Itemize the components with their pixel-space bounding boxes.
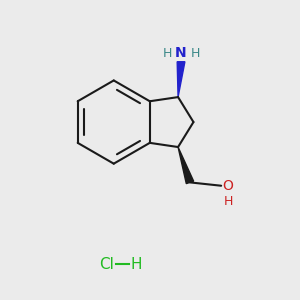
Text: H: H <box>163 47 172 60</box>
Polygon shape <box>177 62 185 97</box>
Text: H: H <box>131 257 142 272</box>
Text: Cl: Cl <box>100 257 114 272</box>
Text: H: H <box>191 47 201 60</box>
Text: H: H <box>224 195 233 208</box>
Polygon shape <box>178 147 194 184</box>
Text: O: O <box>223 179 233 193</box>
Text: N: N <box>175 46 187 60</box>
